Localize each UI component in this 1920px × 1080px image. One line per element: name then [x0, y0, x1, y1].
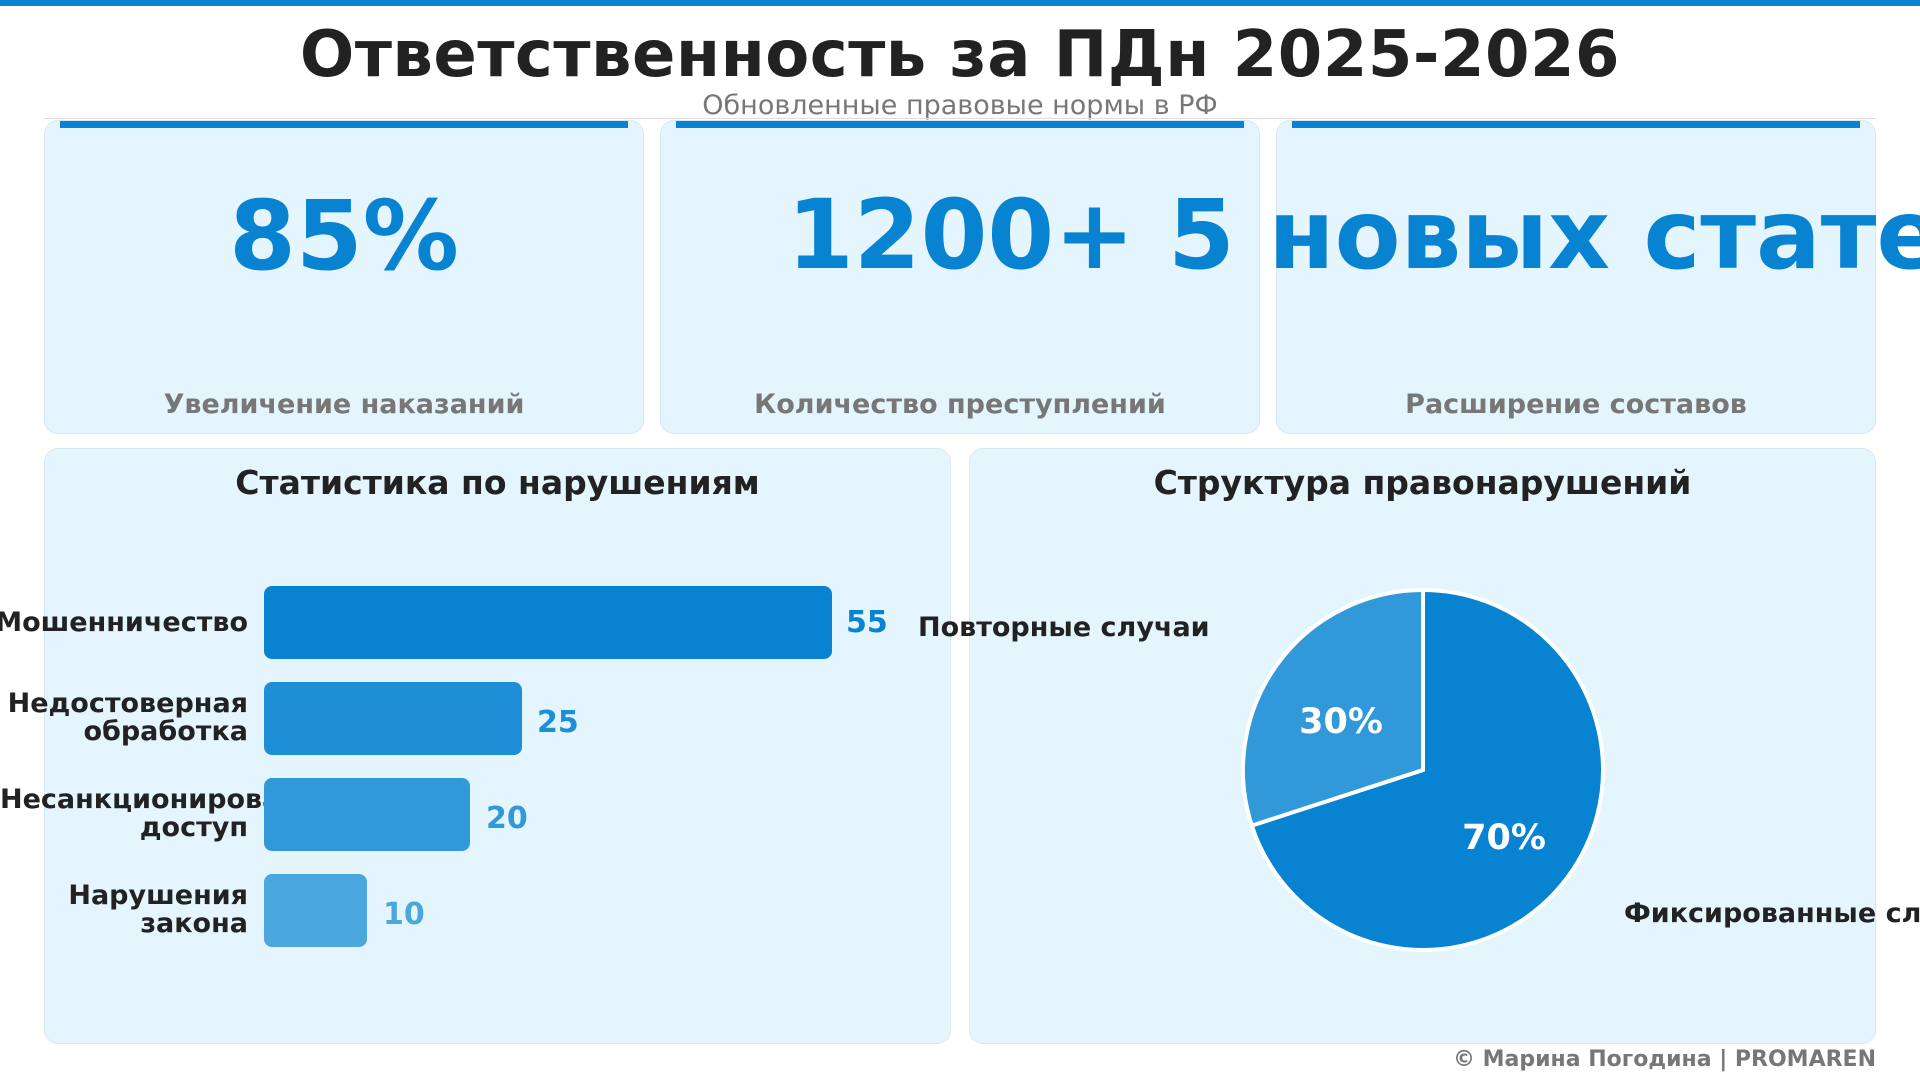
top-accent-bar [0, 0, 1920, 6]
pie-slice-fixed [1249, 587, 1605, 952]
bar-value: 10 [383, 897, 425, 932]
stat-card-compositions: Расширение составов [1276, 120, 1876, 434]
bar-unreliable-processing [264, 682, 522, 755]
stat-label: Увеличение наказаний [163, 389, 525, 420]
pie-label-fixed: Фиксированные случаи [1624, 898, 1920, 929]
card-accent-bar [1292, 121, 1860, 128]
bar-law-violations [264, 874, 367, 947]
pie-pct-fixed: 70% [1462, 818, 1546, 858]
pie-label-repeat: Повторные случаи [918, 612, 1210, 643]
stat-value: 85% [229, 180, 459, 292]
bar-chart-title: Статистика по нарушениям [235, 463, 760, 502]
stat-card-penalties: 85% Увеличение наказаний [44, 120, 644, 434]
bar-label: Недостоверная обработка [7, 688, 248, 747]
bar-chart-panel: Статистика по нарушениям [44, 448, 951, 1044]
card-accent-bar [676, 121, 1244, 128]
pie-slice-repeat [1241, 587, 1425, 829]
page-title: Ответственность за ПДн 2025-2026 [299, 18, 1621, 92]
pie-chart-title: Структура правонарушений [1153, 463, 1692, 502]
bar-label: Мошенничество [0, 607, 248, 638]
stat-label: Количество преступлений [754, 389, 1166, 420]
bar-unauthorized-access [264, 778, 470, 851]
stat-label: Расширение составов [1405, 389, 1747, 420]
card-accent-bar [60, 121, 628, 128]
page-subtitle: Обновленные правовые нормы в РФ [702, 90, 1218, 121]
footer-credit: © Марина Погодина | PROMAREN [1452, 1047, 1876, 1072]
bar-value: 20 [486, 801, 528, 836]
header-divider [44, 118, 1876, 119]
bar-fraud [264, 586, 832, 659]
bar-value: 55 [846, 605, 888, 640]
stat-card-crimes: Количество преступлений [660, 120, 1260, 434]
bar-label: Нарушения закона [68, 880, 248, 939]
bar-value: 25 [537, 705, 579, 740]
pie-pct-repeat: 30% [1299, 702, 1383, 742]
stat-value-overflow: 1200+ 5 новых статей [787, 179, 1920, 291]
